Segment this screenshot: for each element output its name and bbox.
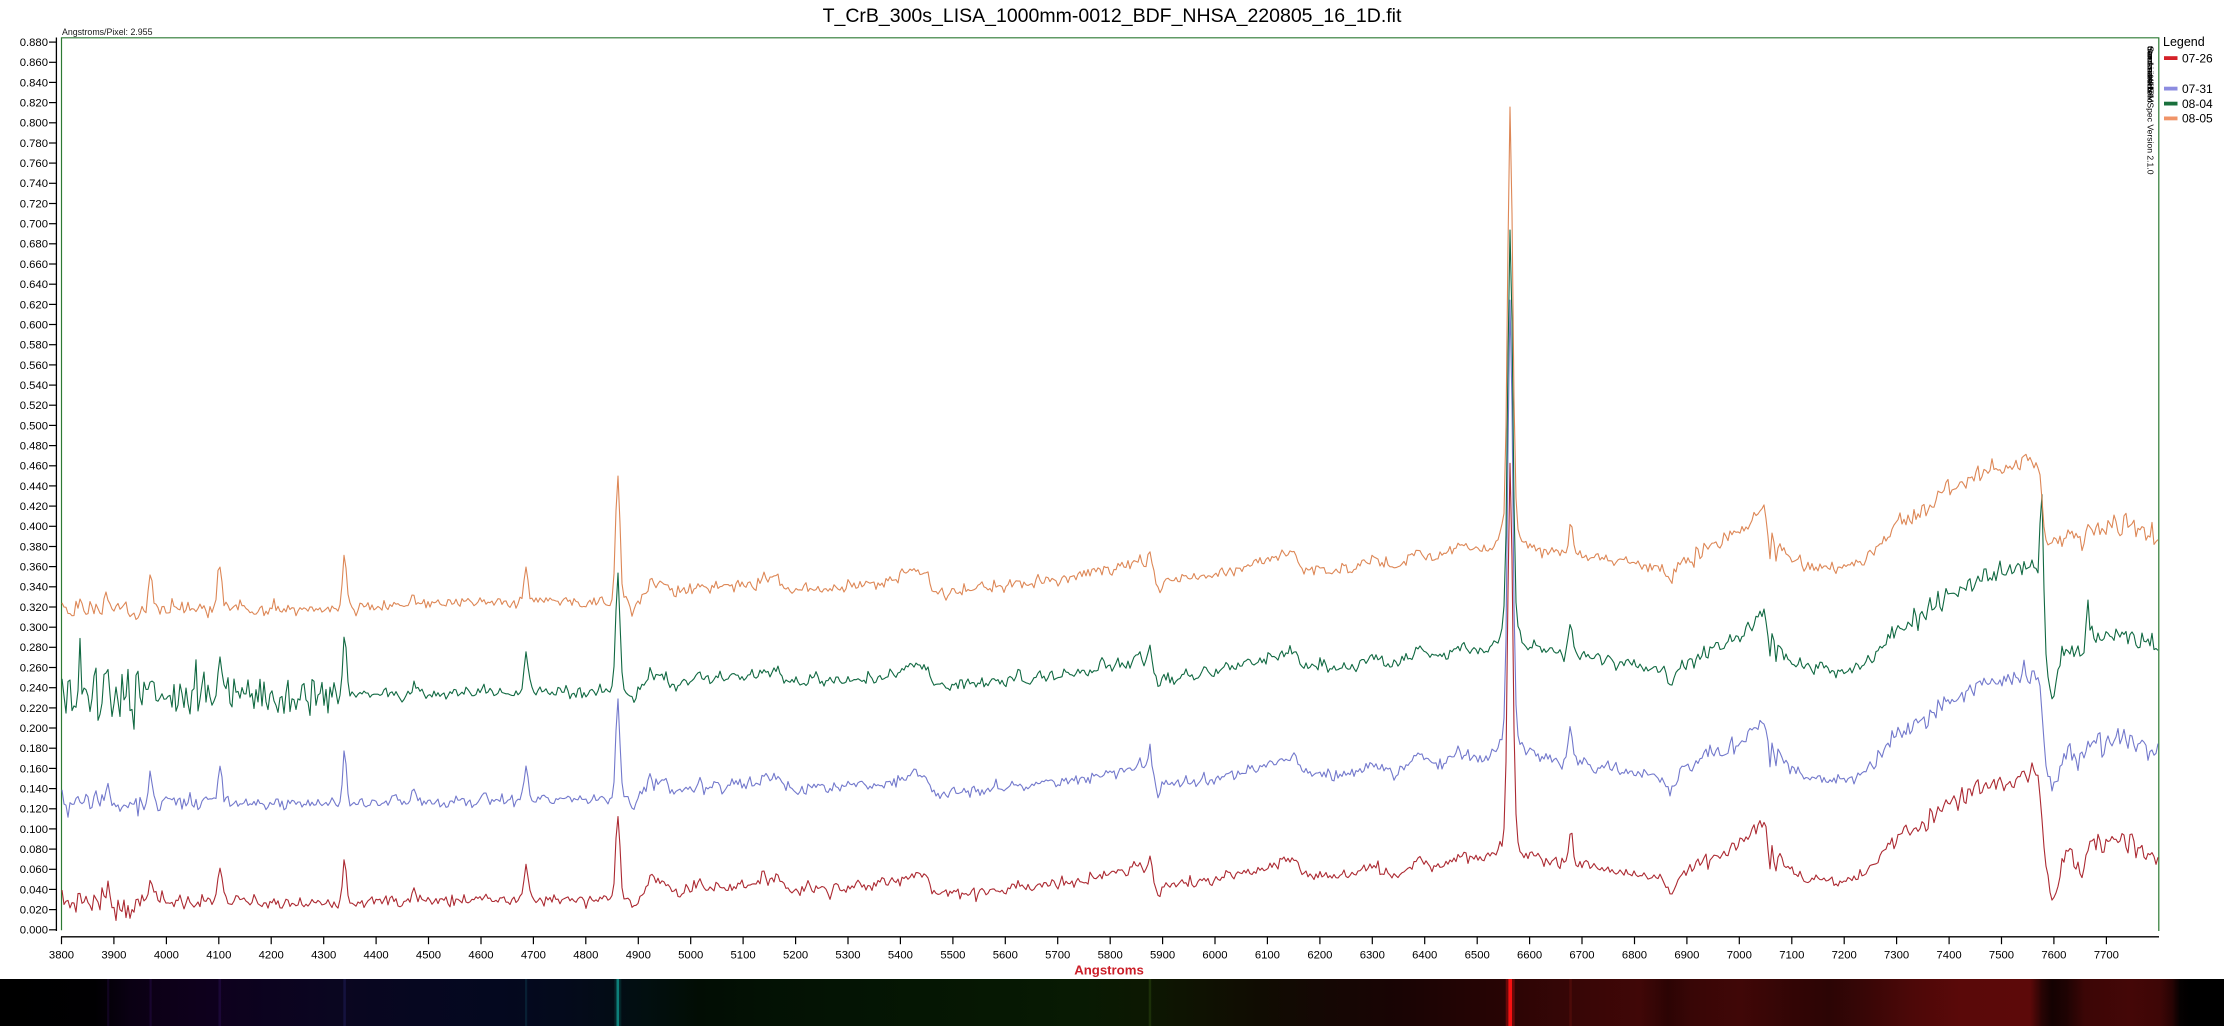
svg-text:7500: 7500 — [1989, 950, 2014, 962]
svg-text:4700: 4700 — [521, 950, 546, 962]
svg-text:0.700: 0.700 — [20, 219, 48, 231]
svg-text:0.300: 0.300 — [20, 622, 48, 634]
svg-text:3800: 3800 — [49, 950, 74, 962]
svg-text:0.220: 0.220 — [20, 703, 48, 715]
svg-text:5500: 5500 — [940, 950, 965, 962]
svg-text:0.720: 0.720 — [20, 198, 48, 210]
svg-text:0.580: 0.580 — [20, 340, 48, 352]
svg-text:6100: 6100 — [1255, 950, 1280, 962]
svg-text:0.660: 0.660 — [20, 259, 48, 271]
svg-text:0.620: 0.620 — [20, 299, 48, 311]
svg-text:7100: 7100 — [1779, 950, 1804, 962]
svg-text:0.360: 0.360 — [20, 562, 48, 574]
svg-text:0.440: 0.440 — [20, 481, 48, 493]
svg-text:6200: 6200 — [1307, 950, 1332, 962]
svg-text:0.380: 0.380 — [20, 541, 48, 553]
svg-text:0.780: 0.780 — [20, 138, 48, 150]
svg-text:combinedHelio: combinedHelio — [2146, 46, 2156, 103]
svg-text:0.420: 0.420 — [20, 501, 48, 513]
svg-text:0.080: 0.080 — [20, 844, 48, 856]
svg-text:5900: 5900 — [1150, 950, 1175, 962]
svg-text:0.800: 0.800 — [20, 118, 48, 130]
svg-text:5300: 5300 — [835, 950, 860, 962]
svg-text:0.280: 0.280 — [20, 642, 48, 654]
svg-text:0.240: 0.240 — [20, 683, 48, 695]
svg-text:0.460: 0.460 — [20, 461, 48, 473]
svg-text:0.500: 0.500 — [20, 420, 48, 432]
svg-text:7400: 7400 — [1937, 950, 1962, 962]
svg-text:3900: 3900 — [101, 950, 126, 962]
svg-text:0.520: 0.520 — [20, 400, 48, 412]
svg-text:Angstroms/Pixel: 2.955: Angstroms/Pixel: 2.955 — [62, 27, 153, 37]
svg-text:5400: 5400 — [888, 950, 913, 962]
svg-text:0.680: 0.680 — [20, 239, 48, 251]
svg-text:0.100: 0.100 — [20, 824, 48, 836]
svg-text:0.320: 0.320 — [20, 602, 48, 614]
svg-text:0.160: 0.160 — [20, 763, 48, 775]
svg-text:0.820: 0.820 — [20, 98, 48, 110]
svg-text:0.060: 0.060 — [20, 864, 48, 876]
svg-text:T_CrB_300s_LISA_1000mm-0012_BD: T_CrB_300s_LISA_1000mm-0012_BDF_NHSA_220… — [823, 5, 1402, 27]
svg-text:6700: 6700 — [1569, 950, 1594, 962]
svg-text:4000: 4000 — [154, 950, 179, 962]
svg-text:0.860: 0.860 — [20, 57, 48, 69]
svg-text:6400: 6400 — [1412, 950, 1437, 962]
svg-text:GaussianlikeMSpec Version 2.1.: GaussianlikeMSpec Version 2.1.0 — [2146, 46, 2156, 175]
svg-text:4500: 4500 — [416, 950, 441, 962]
svg-text:4800: 4800 — [573, 950, 598, 962]
svg-text:0.120: 0.120 — [20, 804, 48, 816]
svg-text:08-04: 08-04 — [2182, 97, 2213, 111]
svg-text:6500: 6500 — [1465, 950, 1490, 962]
svg-text:0.560: 0.560 — [20, 360, 48, 372]
svg-text:0.600: 0.600 — [20, 319, 48, 331]
svg-text:08-05: 08-05 — [2182, 112, 2213, 126]
svg-text:0.840: 0.840 — [20, 77, 48, 89]
svg-text:6600: 6600 — [1517, 950, 1542, 962]
svg-text:4900: 4900 — [626, 950, 651, 962]
svg-text:7200: 7200 — [1832, 950, 1857, 962]
svg-text:0.020: 0.020 — [20, 905, 48, 917]
svg-text:0.180: 0.180 — [20, 743, 48, 755]
svg-text:0.200: 0.200 — [20, 723, 48, 735]
svg-text:7700: 7700 — [2094, 950, 2119, 962]
svg-text:7600: 7600 — [2041, 950, 2066, 962]
svg-text:6300: 6300 — [1360, 950, 1385, 962]
svg-text:5800: 5800 — [1098, 950, 1123, 962]
svg-text:4400: 4400 — [364, 950, 389, 962]
svg-text:0.480: 0.480 — [20, 441, 48, 453]
svg-text:5200: 5200 — [783, 950, 808, 962]
svg-text:6900: 6900 — [1674, 950, 1699, 962]
svg-text:0.040: 0.040 — [20, 884, 48, 896]
svg-text:0.540: 0.540 — [20, 380, 48, 392]
svg-text:4200: 4200 — [259, 950, 284, 962]
svg-text:5100: 5100 — [731, 950, 756, 962]
svg-text:0.260: 0.260 — [20, 662, 48, 674]
svg-text:4300: 4300 — [311, 950, 336, 962]
svg-text:6800: 6800 — [1622, 950, 1647, 962]
svg-text:4100: 4100 — [206, 950, 231, 962]
svg-text:0.760: 0.760 — [20, 158, 48, 170]
svg-text:5600: 5600 — [993, 950, 1018, 962]
svg-text:7000: 7000 — [1727, 950, 1752, 962]
svg-text:6000: 6000 — [1202, 950, 1227, 962]
svg-text:Legend: Legend — [2163, 35, 2205, 49]
svg-text:07-31: 07-31 — [2182, 82, 2213, 96]
svg-text:0.340: 0.340 — [20, 582, 48, 594]
svg-text:Angstroms: Angstroms — [1074, 963, 1144, 978]
svg-text:4600: 4600 — [468, 950, 493, 962]
svg-text:5000: 5000 — [678, 950, 703, 962]
svg-text:0.400: 0.400 — [20, 521, 48, 533]
svg-text:0.000: 0.000 — [20, 925, 48, 937]
svg-text:7300: 7300 — [1884, 950, 1909, 962]
svg-text:0.140: 0.140 — [20, 784, 48, 796]
svg-text:transmitted5: transmitted5 — [2146, 46, 2156, 94]
svg-text:0.640: 0.640 — [20, 279, 48, 291]
svg-text:0.880: 0.880 — [20, 37, 48, 49]
svg-text:07-26: 07-26 — [2182, 51, 2213, 65]
svg-text:Stacked4x10: Stacked4x10 — [2146, 46, 2156, 96]
svg-text:5700: 5700 — [1045, 950, 1070, 962]
svg-text:0.740: 0.740 — [20, 178, 48, 190]
